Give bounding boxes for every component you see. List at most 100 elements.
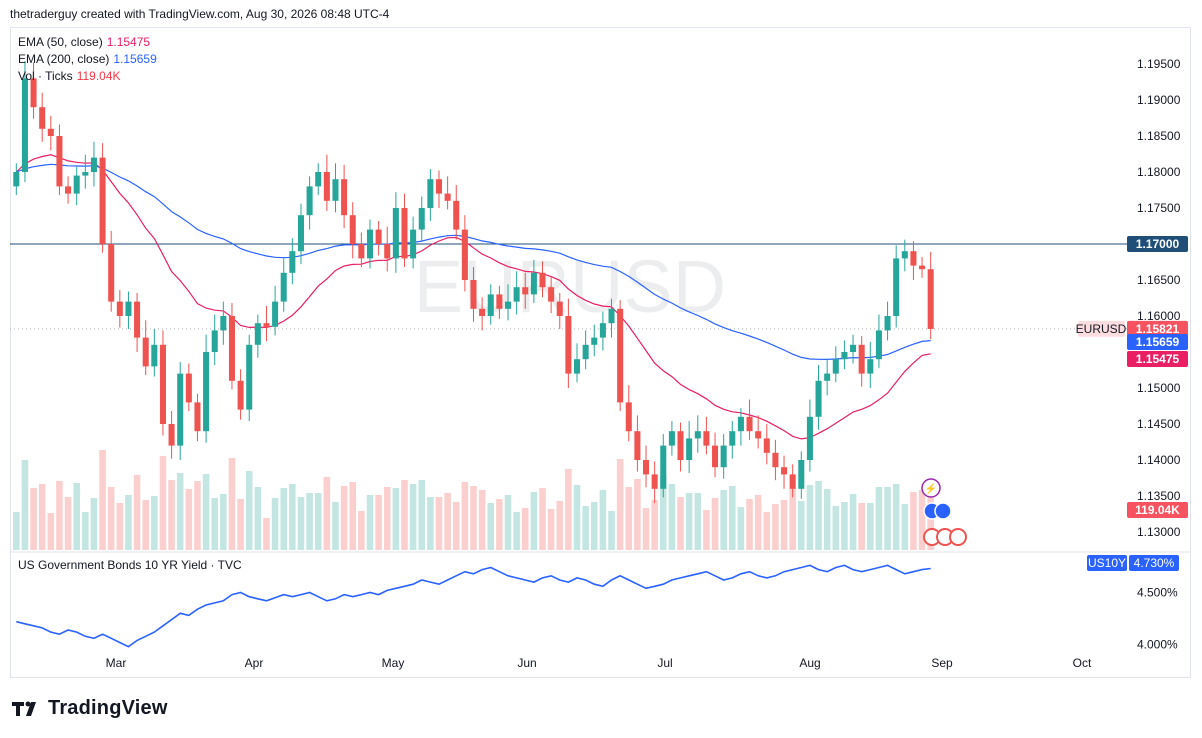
candle-body[interactable] bbox=[47, 128, 54, 136]
candle-body[interactable] bbox=[323, 172, 330, 201]
ema50-badge-bg[interactable] bbox=[1127, 351, 1188, 367]
us10y-value-badge-bg[interactable] bbox=[1129, 555, 1179, 571]
candle-body[interactable] bbox=[832, 359, 839, 374]
candle-body[interactable] bbox=[30, 78, 37, 108]
candle-body[interactable] bbox=[65, 186, 72, 194]
candle-body[interactable] bbox=[306, 186, 313, 216]
legend-volume[interactable]: Vol · Ticks 119.04K bbox=[18, 68, 121, 85]
candle-body[interactable] bbox=[116, 301, 123, 316]
us10y-line[interactable] bbox=[16, 564, 931, 648]
candle-body[interactable] bbox=[366, 229, 374, 259]
candle-body[interactable] bbox=[875, 330, 882, 360]
candle-body[interactable] bbox=[73, 175, 80, 194]
candle-body[interactable] bbox=[496, 294, 503, 309]
candle-body[interactable] bbox=[824, 373, 831, 381]
candle-body[interactable] bbox=[194, 402, 201, 432]
candle-body[interactable] bbox=[99, 157, 106, 244]
candle-body[interactable] bbox=[358, 244, 365, 259]
candle-body[interactable] bbox=[530, 272, 537, 295]
candle-body[interactable] bbox=[712, 445, 719, 468]
candle-body[interactable] bbox=[599, 323, 606, 338]
candle-body[interactable] bbox=[772, 452, 779, 468]
candle-body[interactable] bbox=[798, 460, 805, 489]
candle-body[interactable] bbox=[703, 431, 710, 446]
candle-body[interactable] bbox=[763, 438, 770, 453]
candle-body[interactable] bbox=[297, 215, 304, 252]
candle-body[interactable] bbox=[522, 287, 529, 295]
candle-body[interactable] bbox=[410, 229, 417, 259]
candle-body[interactable] bbox=[608, 308, 615, 324]
candle-body[interactable] bbox=[919, 265, 926, 270]
candle-body[interactable] bbox=[737, 416, 744, 432]
candle-body[interactable] bbox=[220, 316, 227, 331]
candle-body[interactable] bbox=[203, 352, 210, 432]
candle-body[interactable] bbox=[427, 179, 434, 208]
candle-body[interactable] bbox=[643, 460, 650, 475]
candle-body[interactable] bbox=[56, 136, 63, 187]
candle-body[interactable] bbox=[582, 344, 589, 360]
candle-body[interactable] bbox=[159, 344, 166, 424]
candle-body[interactable] bbox=[13, 172, 20, 187]
candle-body[interactable] bbox=[668, 431, 675, 446]
candle-body[interactable] bbox=[815, 380, 822, 417]
candle-body[interactable] bbox=[841, 352, 848, 360]
us-event-icon[interactable] bbox=[949, 528, 967, 546]
candle-body[interactable] bbox=[470, 280, 477, 309]
candle-body[interactable] bbox=[375, 229, 382, 244]
candle-body[interactable] bbox=[185, 373, 192, 403]
candle-body[interactable] bbox=[746, 416, 753, 432]
candle-body[interactable] bbox=[332, 179, 339, 201]
legend-ema200[interactable]: EMA (200, close) 1.15659 bbox=[18, 51, 157, 68]
candle-body[interactable] bbox=[341, 179, 348, 216]
candle-body[interactable] bbox=[142, 337, 149, 367]
candle-body[interactable] bbox=[39, 107, 46, 129]
candle-body[interactable] bbox=[211, 330, 218, 352]
candle-body[interactable] bbox=[21, 78, 28, 172]
candle-body[interactable] bbox=[125, 301, 132, 316]
candle-body[interactable] bbox=[910, 251, 917, 266]
candle-body[interactable] bbox=[461, 229, 468, 280]
lightning-event-icon[interactable] bbox=[921, 478, 941, 498]
candle-body[interactable] bbox=[384, 244, 391, 259]
candle-body[interactable] bbox=[884, 316, 891, 331]
candle-body[interactable] bbox=[263, 323, 270, 327]
candle-body[interactable] bbox=[927, 269, 934, 329]
legend-ema50[interactable]: EMA (50, close) 1.15475 bbox=[18, 34, 150, 51]
candle-body[interactable] bbox=[349, 215, 356, 244]
candle-body[interactable] bbox=[237, 380, 244, 410]
candle-body[interactable] bbox=[272, 301, 279, 327]
candle-body[interactable] bbox=[694, 431, 701, 439]
candle-body[interactable] bbox=[634, 431, 641, 460]
candle-body[interactable] bbox=[228, 316, 235, 381]
candle-body[interactable] bbox=[806, 416, 813, 460]
candle-body[interactable] bbox=[108, 244, 115, 302]
candle-body[interactable] bbox=[565, 316, 572, 374]
volume-badge-bg[interactable] bbox=[1127, 502, 1188, 518]
candle-body[interactable] bbox=[435, 179, 443, 194]
ema200-line[interactable] bbox=[16, 163, 931, 361]
candle-body[interactable] bbox=[660, 445, 667, 489]
tradingview-logo[interactable]: TradingView bbox=[12, 697, 168, 720]
candle-body[interactable] bbox=[315, 172, 322, 187]
candle-body[interactable] bbox=[134, 301, 141, 338]
candle-body[interactable] bbox=[901, 251, 908, 259]
candle-body[interactable] bbox=[444, 193, 451, 201]
candle-body[interactable] bbox=[82, 172, 89, 176]
candle-body[interactable] bbox=[90, 157, 97, 172]
candle-body[interactable] bbox=[651, 474, 658, 489]
candle-body[interactable] bbox=[729, 431, 736, 446]
candle-body[interactable] bbox=[254, 323, 261, 345]
candle-body[interactable] bbox=[479, 308, 486, 316]
candle-body[interactable] bbox=[893, 258, 900, 316]
candle-body[interactable] bbox=[677, 431, 684, 460]
last-price-badge-bg[interactable] bbox=[1127, 320, 1188, 337]
candle-body[interactable] bbox=[625, 402, 632, 432]
candle-body[interactable] bbox=[453, 200, 460, 230]
ema50-line[interactable] bbox=[15, 154, 931, 440]
candle-body[interactable] bbox=[755, 431, 762, 439]
candle-body[interactable] bbox=[539, 272, 546, 288]
candle-body[interactable] bbox=[401, 208, 408, 259]
candle-body[interactable] bbox=[504, 301, 512, 309]
candle-body[interactable] bbox=[573, 359, 581, 374]
